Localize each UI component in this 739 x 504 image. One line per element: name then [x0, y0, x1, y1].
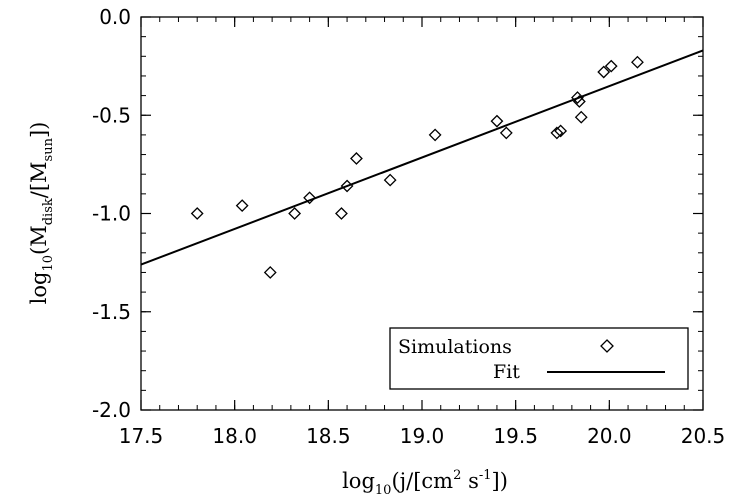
data-point-diamond	[574, 110, 588, 124]
data-point-diamond	[572, 95, 586, 108]
x-tick-label: 17.5	[119, 424, 164, 448]
legend-label-fit: Fit	[493, 361, 520, 383]
x-tick-label: 18.5	[306, 424, 351, 448]
y-tick-label: 0.0	[99, 5, 131, 29]
fit-line	[140, 49, 704, 266]
data-point-diamond	[428, 128, 442, 142]
data-point-diamond	[235, 199, 249, 213]
data-point-diamond	[550, 126, 564, 140]
legend: Simulations Fit	[389, 327, 689, 390]
data-point-diamond	[335, 207, 348, 220]
tick-labels: 17.5 18.0 18.5 19.0 19.5 20.0 20.5 0.0 -0.5 -1.0 -…	[92, 5, 725, 448]
marks	[140, 49, 704, 279]
data-point-diamond	[350, 152, 363, 165]
data-point-diamond	[288, 207, 302, 220]
x-axis-label: log10(j/[cm2 s-1])	[342, 468, 508, 498]
data-point-diamond	[554, 124, 568, 138]
legend-box	[389, 327, 689, 390]
data-point-diamond	[190, 207, 204, 220]
y-tick-label: -2.0	[92, 398, 131, 422]
data-point-diamond	[263, 266, 277, 279]
y-axis-label: log10(Mdisk/[Msun])	[27, 122, 56, 305]
data-point-diamond	[303, 191, 317, 205]
legend-label-simulations: Simulations	[398, 336, 512, 358]
data-point-diamond	[490, 114, 504, 128]
data-point-diamond	[631, 55, 644, 69]
ticks	[140, 16, 704, 411]
data-point-diamond	[499, 126, 513, 140]
y-tick-label: -1.0	[92, 202, 131, 226]
data-point-diamond	[383, 173, 397, 187]
data-point-diamond	[340, 179, 354, 193]
data-point-diamond	[604, 59, 618, 73]
x-tick-label: 20.5	[681, 424, 726, 448]
y-tick-label: -0.5	[92, 103, 131, 127]
y-tick-label: -1.5	[92, 300, 131, 324]
x-tick-label: 19.0	[400, 424, 445, 448]
x-tick-label: 19.5	[493, 424, 538, 448]
x-tick-label: 20.0	[587, 424, 632, 448]
data-point-diamond	[597, 65, 611, 79]
data-point-diamond	[571, 91, 584, 104]
legend-diamond-icon	[600, 339, 614, 353]
x-tick-label: 18.0	[212, 424, 257, 448]
